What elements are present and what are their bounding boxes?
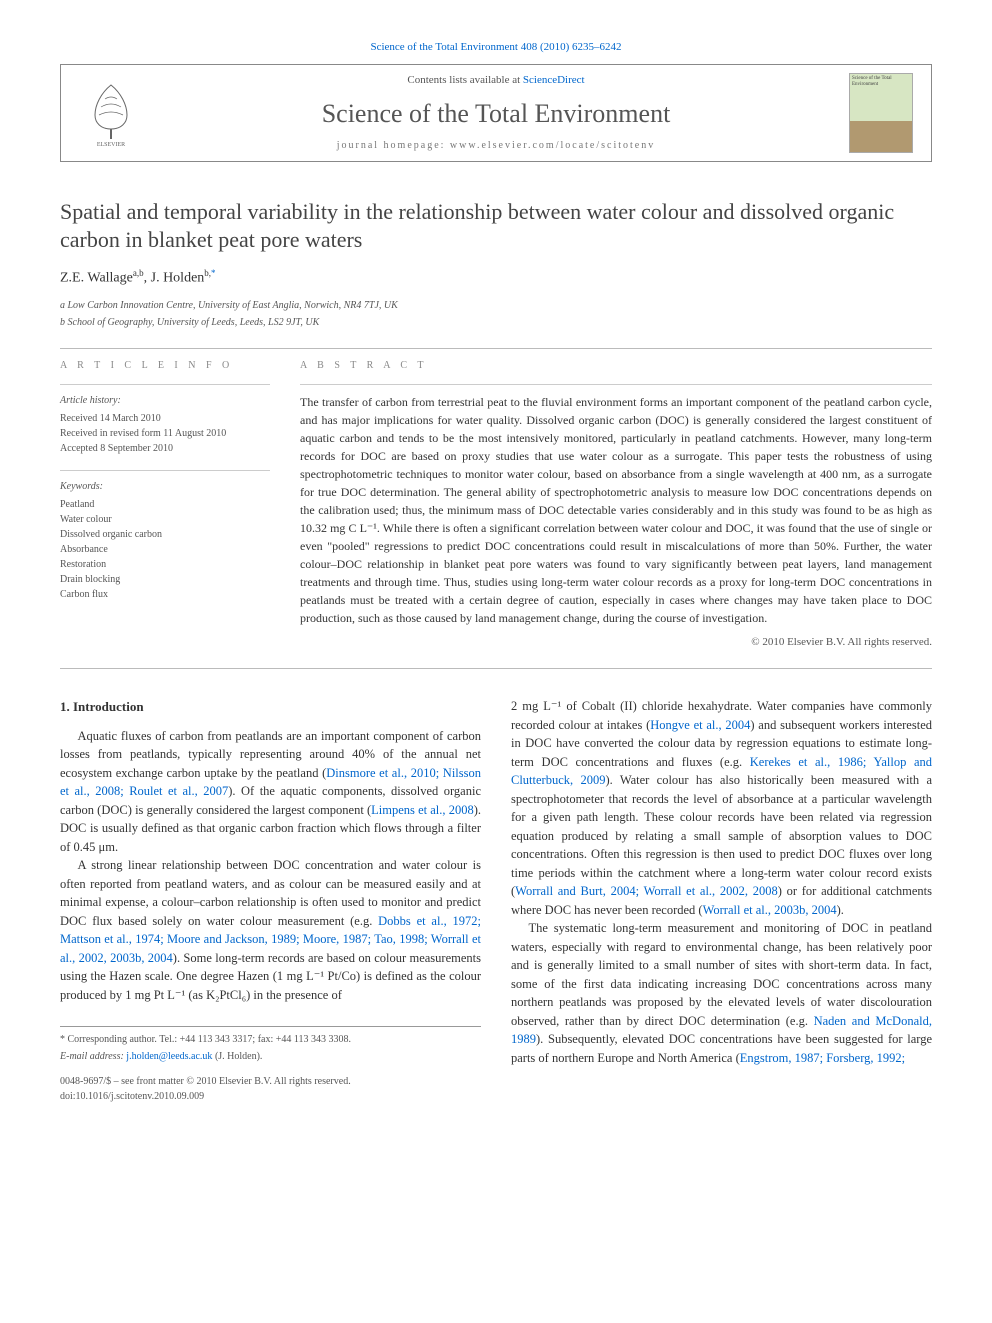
cover-title: Science of the Total Environment bbox=[852, 76, 910, 87]
corresponding-asterisk[interactable]: * bbox=[211, 268, 216, 278]
journal-cover-thumb: Science of the Total Environment bbox=[845, 77, 917, 149]
body-col-left: 1. Introduction Aquatic fluxes of carbon… bbox=[60, 697, 481, 1104]
abstract-text: The transfer of carbon from terrestrial … bbox=[300, 393, 932, 627]
keyword: Drain blocking bbox=[60, 572, 270, 587]
body-col-right: 2 mg L⁻¹ of Cobalt (II) chloride hexahyd… bbox=[511, 697, 932, 1104]
authors-line: Z.E. Wallagea,b, J. Holdenb,* bbox=[60, 267, 932, 289]
divider-rule bbox=[60, 348, 932, 349]
elsevier-tree-icon: ELSEVIER bbox=[81, 79, 141, 147]
keywords-block: Keywords: Peatland Water colour Dissolve… bbox=[60, 479, 270, 602]
divider-rule-2 bbox=[60, 668, 932, 669]
author-2: , J. Holden bbox=[144, 271, 205, 286]
keyword: Carbon flux bbox=[60, 587, 270, 602]
keyword: Peatland bbox=[60, 497, 270, 512]
author-1: Z.E. Wallage bbox=[60, 271, 133, 286]
contents-prefix: Contents lists available at bbox=[407, 74, 522, 86]
running-head: Science of the Total Environment 408 (20… bbox=[60, 40, 932, 56]
email-suffix: (J. Holden). bbox=[212, 1051, 262, 1062]
affiliation-b: b School of Geography, University of Lee… bbox=[60, 316, 932, 331]
text-run: ). Water colour has also historically be… bbox=[511, 773, 932, 898]
running-head-link[interactable]: Science of the Total Environment 408 (20… bbox=[370, 41, 621, 53]
keyword: Dissolved organic carbon bbox=[60, 527, 270, 542]
history-accepted: Accepted 8 September 2010 bbox=[60, 441, 270, 456]
citation-link[interactable]: Worrall and Burt, 2004; Worrall et al., … bbox=[515, 884, 778, 898]
body-paragraph: A strong linear relationship between DOC… bbox=[60, 856, 481, 1004]
citation-link[interactable]: Limpens et al., 2008 bbox=[371, 803, 474, 817]
affiliation-a: a Low Carbon Innovation Centre, Universi… bbox=[60, 299, 932, 314]
history-heading: Article history: bbox=[60, 393, 270, 408]
sciencedirect-link[interactable]: ScienceDirect bbox=[523, 74, 585, 86]
author-1-sup: a,b bbox=[133, 268, 144, 278]
journal-name: Science of the Total Environment bbox=[147, 95, 845, 133]
body-paragraph: Aquatic fluxes of carbon from peatlands … bbox=[60, 727, 481, 857]
journal-masthead: ELSEVIER Contents lists available at Sci… bbox=[60, 64, 932, 162]
body-columns: 1. Introduction Aquatic fluxes of carbon… bbox=[60, 697, 932, 1104]
contents-line: Contents lists available at ScienceDirec… bbox=[147, 73, 845, 89]
keyword: Water colour bbox=[60, 512, 270, 527]
body-paragraph: The systematic long-term measurement and… bbox=[511, 919, 932, 1067]
keywords-heading: Keywords: bbox=[60, 479, 270, 494]
corresponding-footnote: * Corresponding author. Tel.: +44 113 34… bbox=[60, 1033, 481, 1048]
citation-link[interactable]: Worrall et al., 2003b, 2004 bbox=[703, 903, 837, 917]
email-link[interactable]: j.holden@leeds.ac.uk bbox=[126, 1051, 212, 1062]
journal-homepage: journal homepage: www.elsevier.com/locat… bbox=[147, 139, 845, 154]
history-revised: Received in revised form 11 August 2010 bbox=[60, 426, 270, 441]
body-paragraph: 2 mg L⁻¹ of Cobalt (II) chloride hexahyd… bbox=[511, 697, 932, 919]
citation-link[interactable]: Hongve et al., 2004 bbox=[650, 718, 750, 732]
svg-text:ELSEVIER: ELSEVIER bbox=[97, 142, 125, 147]
abstract-copyright: © 2010 Elsevier B.V. All rights reserved… bbox=[300, 635, 932, 651]
citation-link[interactable]: Engstrom, 1987; Forsberg, 1992; bbox=[740, 1051, 905, 1065]
issn-line: 0048-9697/$ – see front matter © 2010 El… bbox=[60, 1075, 481, 1090]
keyword: Restoration bbox=[60, 557, 270, 572]
article-history: Article history: Received 14 March 2010 … bbox=[60, 393, 270, 456]
text-run: ). bbox=[837, 903, 844, 917]
keyword: Absorbance bbox=[60, 542, 270, 557]
abstract-heading: a b s t r a c t bbox=[300, 359, 932, 374]
elsevier-logo: ELSEVIER bbox=[75, 77, 147, 149]
text-run: The systematic long-term measurement and… bbox=[511, 921, 932, 1028]
article-info-heading: a r t i c l e i n f o bbox=[60, 359, 270, 374]
doi-line: doi:10.1016/j.scitotenv.2010.09.009 bbox=[60, 1090, 481, 1105]
footnotes: * Corresponding author. Tel.: +44 113 34… bbox=[60, 1026, 481, 1065]
front-matter-meta: 0048-9697/$ – see front matter © 2010 El… bbox=[60, 1075, 481, 1105]
email-label: E-mail address: bbox=[60, 1051, 126, 1062]
section-heading-intro: 1. Introduction bbox=[60, 697, 481, 716]
article-title: Spatial and temporal variability in the … bbox=[60, 198, 932, 253]
history-received: Received 14 March 2010 bbox=[60, 411, 270, 426]
email-footnote: E-mail address: j.holden@leeds.ac.uk (J.… bbox=[60, 1050, 481, 1065]
